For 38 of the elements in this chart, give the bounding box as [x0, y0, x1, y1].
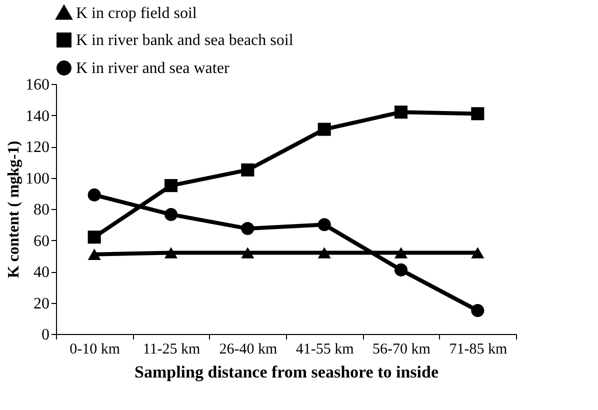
x-tick-label: 56-70 km [372, 342, 431, 358]
point [88, 230, 101, 244]
y-axis-title: K content ( mgkg-1) [6, 140, 22, 278]
x-tick-label: 11-25 km [142, 342, 201, 358]
point [471, 304, 484, 318]
y-tick-label: 40 [34, 264, 50, 281]
y-tick-label: 140 [26, 108, 50, 125]
x-tick-label: 71-85 km [449, 342, 508, 358]
y-tick-label: 160 [26, 76, 50, 94]
point [394, 106, 408, 119]
x-axis-title: Sampling distance from seashore to inside [134, 362, 439, 382]
point [164, 208, 178, 221]
point [318, 218, 331, 232]
point [394, 263, 408, 276]
point [318, 122, 331, 136]
point [88, 188, 101, 202]
legend-label: K in river bank and sea beach soil [76, 32, 294, 49]
point [318, 247, 331, 258]
point [241, 163, 254, 176]
y-tick-label: 20 [34, 295, 50, 312]
y-tick-label: 60 [34, 232, 50, 250]
point [471, 247, 484, 258]
legend-label: K in crop field soil [76, 5, 198, 22]
y-tick-label: 80 [34, 202, 50, 218]
x-tick-label: 26-40 km [219, 342, 278, 358]
legend-label: K in river and sea water [76, 60, 230, 77]
y-tick-label: 120 [26, 139, 50, 156]
y-tick-label: 100 [26, 170, 50, 188]
point [241, 222, 254, 236]
point [471, 107, 484, 120]
x-tick-label: 0-10 km [70, 342, 120, 358]
point [164, 247, 178, 258]
y-tick-label: 0 [42, 326, 50, 344]
point [394, 247, 408, 258]
point [88, 248, 101, 260]
x-tick-label: 41-55 km [296, 342, 354, 358]
point [164, 179, 178, 192]
point [241, 247, 254, 258]
